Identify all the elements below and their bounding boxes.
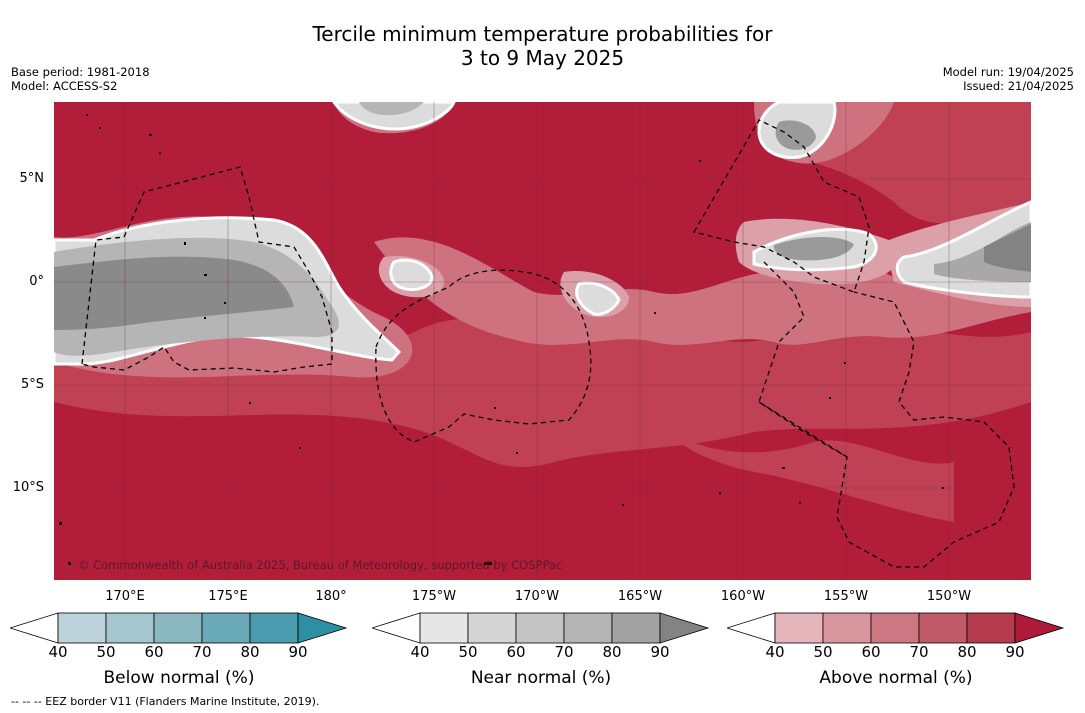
lon-label-170e: 170°E: [105, 589, 145, 604]
colorbar-segment: [870, 612, 920, 644]
colorbar-tick-label: 50: [96, 643, 116, 661]
base-period: Base period: 1981-2018: [11, 65, 150, 79]
colorbar-segment: [515, 612, 565, 644]
colorbar-segment: [563, 612, 613, 644]
eez-footnote: -- -- -- EEZ border V11 (Flanders Marine…: [11, 695, 320, 708]
model-name: Model: ACCESS-S2: [11, 79, 118, 93]
colorbar-tick-label: 60: [506, 643, 526, 661]
colorbar-tick-label: 80: [240, 643, 260, 661]
lat-label-5s: 5°S: [20, 377, 44, 392]
colorbar-near-normal: [372, 612, 710, 644]
colorbar-segment: [201, 612, 251, 644]
colorbar-segment: [966, 612, 1016, 644]
colorbar-segment: [918, 612, 968, 644]
lon-label-175w: 175°W: [411, 589, 457, 604]
colorbar-tick-label: 40: [410, 643, 430, 661]
colorbar-extend-low: [727, 612, 776, 644]
lat-label-10s: 10°S: [12, 480, 44, 495]
lon-label-170w: 170°W: [514, 589, 560, 604]
colorbar-segment: [774, 612, 824, 644]
title-line-2: 3 to 9 May 2025: [460, 46, 625, 70]
probability-map: [54, 102, 1031, 580]
colorbar-extend-high: [297, 612, 348, 644]
copyright-notice: © Commonwealth of Australia 2025, Bureau…: [78, 558, 563, 572]
colorbar-title-above: Above normal (%): [819, 668, 973, 688]
colorbar-tick-label: 70: [909, 643, 929, 661]
colorbar-below-normal: [10, 612, 348, 644]
colorbar-tick-label: 80: [957, 643, 977, 661]
colorbar-segment: [153, 612, 203, 644]
colorbar-tick-label: 90: [1005, 643, 1025, 661]
colorbar-extend-high: [659, 612, 710, 644]
eez-borders: [81, 119, 1015, 568]
colorbar-title-near: Near normal (%): [470, 668, 612, 688]
lon-label-160w: 160°W: [720, 589, 766, 604]
colorbar-tick-label: 60: [144, 643, 164, 661]
colorbar-tick-label: 70: [554, 643, 574, 661]
colorbar-segment: [57, 612, 107, 644]
colorbar-above-normal: [727, 612, 1065, 644]
colorbar-tick-label: 60: [861, 643, 881, 661]
lat-label-0: 0°: [29, 274, 44, 289]
islands: [59, 114, 944, 565]
lon-label-180: 180°: [315, 589, 347, 604]
colorbar-title-below: Below normal (%): [103, 668, 255, 688]
colorbar-extend-low: [10, 612, 59, 644]
colorbar-segment: [611, 612, 661, 644]
issued-date: Issued: 21/04/2025: [963, 79, 1074, 93]
colorbar-segment: [105, 612, 155, 644]
lon-label-175e: 175°E: [208, 589, 248, 604]
meta-right: Model run: 19/04/2025 Issued: 21/04/2025: [943, 65, 1074, 93]
colorbar-tick-label: 40: [48, 643, 68, 661]
colorbar-segment: [249, 612, 299, 644]
lon-label-155w: 155°W: [823, 589, 869, 604]
colorbar-tick-label: 40: [765, 643, 785, 661]
lon-label-150w: 150°W: [926, 589, 972, 604]
map-title: Tercile minimum temperature probabilitie…: [0, 22, 1085, 70]
model-run: Model run: 19/04/2025: [942, 65, 1074, 79]
lat-label-5n: 5°N: [19, 171, 45, 186]
colorbar-segment: [822, 612, 872, 644]
colorbar-segment: [419, 612, 469, 644]
meta-left: Base period: 1981-2018 Model: ACCESS-S2: [11, 65, 150, 93]
colorbar-tick-label: 50: [813, 643, 833, 661]
colorbar-tick-label: 70: [192, 643, 212, 661]
lon-label-165w: 165°W: [617, 589, 663, 604]
colorbar-tick-label: 90: [650, 643, 670, 661]
colorbar-extend-high: [1014, 612, 1065, 644]
colorbar-tick-label: 50: [458, 643, 478, 661]
colorbar-tick-label: 90: [288, 643, 308, 661]
title-line-1: Tercile minimum temperature probabilitie…: [312, 22, 773, 46]
graticule: [54, 102, 1031, 580]
colorbar-extend-low: [372, 612, 421, 644]
colorbar-segment: [467, 612, 517, 644]
colorbar-tick-label: 80: [602, 643, 622, 661]
